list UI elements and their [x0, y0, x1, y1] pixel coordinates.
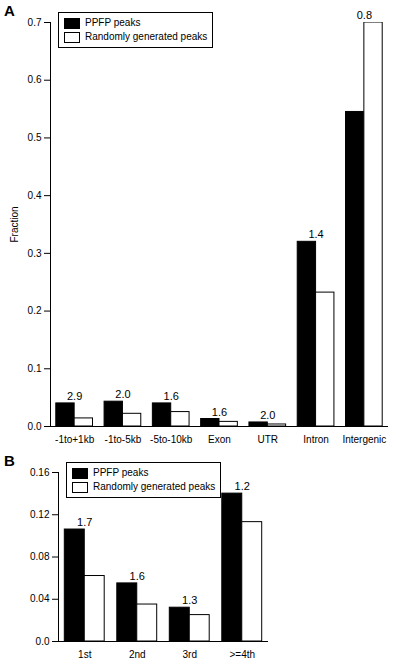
svg-text:2.0: 2.0 [115, 388, 130, 400]
svg-text:-1to+1kb: -1to+1kb [55, 434, 95, 445]
svg-text:-1to-5kb: -1to-5kb [105, 434, 142, 445]
svg-text:1.7: 1.7 [77, 516, 92, 528]
svg-text:0.0: 0.0 [36, 636, 50, 647]
svg-text:Intergenic: Intergenic [342, 434, 386, 445]
svg-text:0.08: 0.08 [30, 551, 50, 562]
svg-text:Intron: Intron [303, 434, 329, 445]
svg-text:0.2: 0.2 [28, 305, 42, 316]
html-text:Randomly generated peaks: Randomly generated peaks [85, 31, 208, 42]
html-text:A: A [4, 2, 15, 19]
svg-text:0.4: 0.4 [28, 190, 42, 201]
svg-text:2.0: 2.0 [260, 409, 275, 421]
svg-text:1.6: 1.6 [164, 390, 179, 402]
svg-text:0.3: 0.3 [28, 248, 42, 259]
html-text:PPFP peaks: PPFP peaks [85, 17, 141, 28]
svg-text:0.16: 0.16 [30, 467, 50, 478]
html-text:Randomly generated peaks: Randomly generated peaks [93, 481, 216, 492]
svg-text:-5to-10kb: -5to-10kb [150, 434, 193, 445]
svg-text:1.6: 1.6 [130, 570, 145, 582]
svg-text:Exon: Exon [208, 434, 231, 445]
svg-text:0.04: 0.04 [30, 593, 50, 604]
svg-text:1.2: 1.2 [235, 480, 250, 492]
svg-text:UTR: UTR [258, 434, 279, 445]
svg-text:0.8: 0.8 [357, 9, 372, 21]
svg-text:3rd: 3rd [183, 649, 197, 660]
svg-text:>=4th: >=4th [229, 649, 255, 660]
svg-text:1.3: 1.3 [182, 594, 197, 606]
svg-text:0.5: 0.5 [28, 132, 42, 143]
svg-text:1.4: 1.4 [308, 228, 323, 240]
svg-text:0.0: 0.0 [28, 421, 42, 432]
svg-text:1st: 1st [78, 649, 92, 660]
svg-text:1.6: 1.6 [212, 406, 227, 418]
html-text:PPFP peaks: PPFP peaks [93, 467, 149, 478]
svg-text:2.9: 2.9 [67, 390, 82, 402]
svg-text:0.12: 0.12 [30, 509, 50, 520]
svg-text:0.6: 0.6 [28, 74, 42, 85]
svg-text:2nd: 2nd [129, 649, 146, 660]
svg-text:Fraction: Fraction [9, 206, 20, 242]
svg-text:0.7: 0.7 [28, 17, 42, 28]
html-text:B: B [4, 452, 15, 469]
svg-text:0.1: 0.1 [28, 363, 42, 374]
